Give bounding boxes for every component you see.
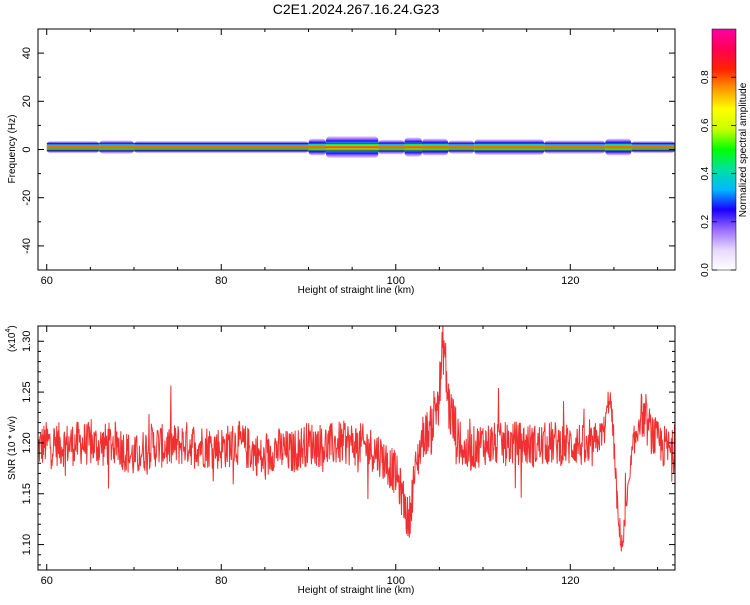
colorbar-label: Normalized spectral amplitude: [738, 82, 749, 217]
figure-title: C2E1.2024.267.16.24.G23: [273, 1, 440, 17]
spectrogram-y-tick-label: -20: [21, 190, 33, 206]
spectrogram-band: [46, 136, 675, 158]
spectrogram-y-tick-label: 20: [21, 95, 33, 107]
snr-x-tick-label: 120: [561, 575, 579, 587]
snr-y-tick-label: 1.30: [21, 331, 33, 352]
snr-y-axis: 1.10 1.15 1.20 1.25 1.30: [21, 331, 675, 566]
snr-y-label: SNR (10 * v/v): [7, 416, 18, 480]
colorbar-tick-label: 0.4: [700, 166, 711, 180]
snr-y-tick-label: 1.25: [21, 381, 33, 402]
spectrogram-y-label: Frequency (Hz): [7, 115, 18, 184]
snr-panel: 60 80 100 120 1.10 1.15 1.20 1.25 1.30 Height o…: [5, 325, 676, 596]
snr-series: [38, 326, 675, 552]
colorbar-ticks: 0.0 0.2 0.4 0.6 0.8: [700, 70, 736, 277]
colorbar: 0.0 0.2 0.4 0.6 0.8 Normalized spectral ampl…: [700, 28, 749, 277]
spectrogram-x-label: Height of straight line (km): [298, 285, 415, 296]
spectrogram-y-axis: -40 -20 0 20 40: [21, 28, 675, 271]
snr-x-label: Height of straight line (km): [298, 585, 415, 596]
spectrogram-x-axis: 60 80 100 120: [41, 29, 659, 287]
snr-plot-frame: [37, 325, 676, 571]
spectrogram-x-tick-label: 80: [215, 275, 227, 287]
snr-x-tick-label: 100: [387, 575, 405, 587]
spectrogram-x-tick-label: 60: [41, 275, 53, 287]
spectrogram-y-tick-label: 0: [21, 146, 33, 152]
snr-y-tick-label: 1.10: [21, 534, 33, 555]
spectrogram-y-tick-label: 40: [21, 47, 33, 59]
snr-y-tick-label: 1.20: [21, 432, 33, 453]
snr-y-multiplier: (x104): [5, 325, 18, 352]
snr-line: [38, 326, 675, 552]
spectrogram-y-tick-label: -40: [21, 238, 33, 254]
snr-x-tick-label: 60: [41, 575, 53, 587]
colorbar-gradient: [711, 28, 737, 271]
snr-x-tick-label: 80: [215, 575, 227, 587]
snr-y-multiplier-exponent: 4: [5, 329, 12, 333]
colorbar-tick-label: 0.2: [700, 214, 711, 228]
spectrogram-x-tick-label: 100: [387, 275, 405, 287]
snr-y-tick-label: 1.15: [21, 483, 33, 504]
colorbar-tick-label: 0.0: [700, 263, 711, 277]
colorbar-tick-label: 0.8: [700, 70, 711, 84]
colorbar-tick-label: 0.6: [700, 118, 711, 132]
snr-x-axis: 60 80 100 120: [41, 326, 659, 587]
spectrogram-x-tick-label: 120: [561, 275, 579, 287]
spectrogram-panel: 60 80 100 120 -40 -20 0 20 40 Height of straigh…: [7, 28, 676, 296]
spectrogram-band-core: [46, 145, 675, 149]
